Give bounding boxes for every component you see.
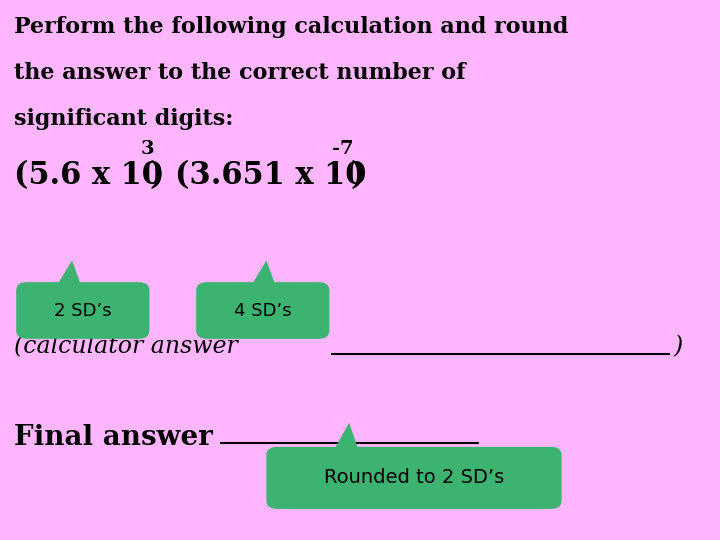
Text: the answer to the correct number of: the answer to the correct number of	[14, 62, 466, 84]
FancyBboxPatch shape	[17, 282, 150, 339]
Text: ): )	[350, 160, 364, 191]
Polygon shape	[54, 261, 83, 291]
Text: Rounded to 2 SD’s: Rounded to 2 SD’s	[324, 468, 504, 488]
FancyBboxPatch shape	[266, 447, 562, 509]
Text: (calculator answer: (calculator answer	[14, 335, 238, 358]
Text: Perform the following calculation and round: Perform the following calculation and ro…	[14, 16, 569, 38]
Text: 2 SD’s: 2 SD’s	[54, 301, 112, 320]
Text: (5.6 x 10: (5.6 x 10	[14, 160, 163, 191]
Polygon shape	[331, 422, 360, 455]
Text: -7: -7	[332, 140, 354, 158]
Polygon shape	[248, 261, 277, 291]
FancyBboxPatch shape	[196, 282, 329, 339]
Text: significant digits:: significant digits:	[14, 108, 234, 130]
Text: 4 SD’s: 4 SD’s	[234, 301, 292, 320]
Text: ): )	[673, 335, 683, 358]
Text: ) (3.651 x 10: ) (3.651 x 10	[150, 160, 366, 191]
Text: Final answer: Final answer	[14, 424, 213, 451]
Text: 3: 3	[141, 140, 154, 158]
